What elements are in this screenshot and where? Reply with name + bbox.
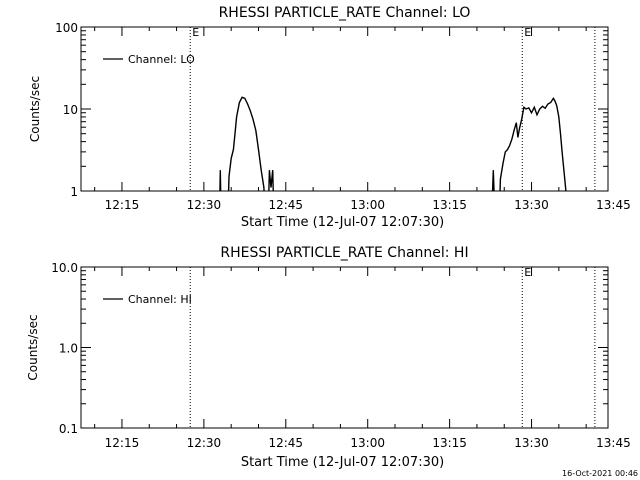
series-line-channel-lo xyxy=(227,96,265,191)
series-line-channel-lo xyxy=(491,170,495,191)
chart-panel-2: RHESSI PARTICLE_RATE Channel: HI 12:15 12:… xyxy=(26,245,631,470)
x-tick-label: 13:30 xyxy=(514,436,549,450)
x-tick-label: 13:45 xyxy=(596,198,631,212)
series-line-channel-lo xyxy=(219,170,222,191)
chart-title: RHESSI PARTICLE_RATE Channel: LO xyxy=(219,5,471,21)
y-axis-label: Counts/sec xyxy=(28,76,42,142)
event-marker-label: E xyxy=(524,266,531,279)
y-tick-label: 100 xyxy=(55,21,78,35)
event-marker-label: E xyxy=(192,26,199,39)
x-tick-label: 13:15 xyxy=(432,436,467,450)
y-tick-label: 1 xyxy=(70,185,78,199)
chart-title: RHESSI PARTICLE_RATE Channel: HI xyxy=(220,245,468,261)
x-tick-label: 12:15 xyxy=(105,436,140,450)
x-axis-label: Start Time (12-Jul-07 12:07:30) xyxy=(241,455,444,470)
x-tick-label: 12:30 xyxy=(187,436,222,450)
legend-label: Channel: HI xyxy=(128,293,192,306)
x-tick-label: 12:45 xyxy=(268,198,303,212)
y-tick-label: 1.0 xyxy=(59,342,78,356)
timestamp: 16-Oct-2021 00:46 xyxy=(562,469,638,478)
x-tick-label: 12:15 xyxy=(105,198,140,212)
y-axis-label: Counts/sec xyxy=(26,314,40,380)
y-tick-label: 10 xyxy=(63,103,78,117)
series-line-channel-lo xyxy=(499,96,567,191)
x-tick-label: 13:45 xyxy=(596,436,631,450)
legend-label: Channel: LO xyxy=(128,53,195,66)
y-tick-label: 0.1 xyxy=(59,422,78,436)
x-tick-label: 12:45 xyxy=(268,436,303,450)
x-tick-label: 13:15 xyxy=(432,198,467,212)
y-tick-label: 10.0 xyxy=(51,261,78,275)
chart-panel-1: RHESSI PARTICLE_RATE Channel: LO 12:15 12:… xyxy=(28,5,631,230)
event-marker-label: E xyxy=(524,26,531,39)
x-tick-label: 13:00 xyxy=(350,198,385,212)
x-tick-label: 13:30 xyxy=(514,198,549,212)
x-tick-label: 12:30 xyxy=(187,198,222,212)
series-line-channel-lo xyxy=(268,170,274,191)
plot-panels: RHESSI PARTICLE_RATE Channel: LO 12:15 12:… xyxy=(26,5,631,470)
x-tick-label: 13:00 xyxy=(350,436,385,450)
x-axis-label: Start Time (12-Jul-07 12:07:30) xyxy=(241,215,444,230)
